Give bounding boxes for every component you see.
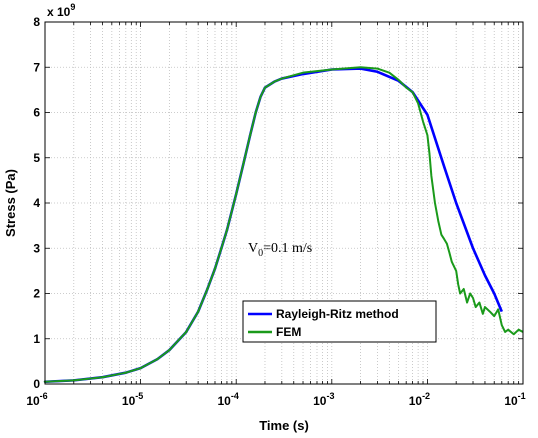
- y-tick-labels: 0 1 2 3 4 5 6 7 8: [33, 15, 40, 391]
- y-exponent-label: x 109: [47, 2, 75, 19]
- x-tick-label: 10-2: [409, 391, 430, 408]
- point-fem: [254, 111, 257, 114]
- x-tick-labels: 10-6 10-5 10-4 10-3 10-2 10-1: [26, 391, 525, 408]
- point-fem: [235, 192, 238, 196]
- y-tick-label: 2: [33, 287, 40, 301]
- legend-label-fem: FEM: [276, 325, 301, 339]
- y-tick-label: 7: [33, 60, 40, 74]
- x-tick-label: 10-4: [218, 391, 239, 408]
- y-tick-label: 0: [33, 377, 40, 391]
- y-tick-label: 5: [33, 151, 40, 165]
- x-tick-label: 10-1: [504, 391, 525, 408]
- point-fem: [101, 376, 104, 379]
- point-fem: [139, 366, 142, 370]
- point-fem: [72, 379, 75, 382]
- y-tick-label: 4: [33, 196, 40, 210]
- legend-label-rayleigh-ritz: Rayleigh-Ritz method: [276, 307, 399, 321]
- series-layer: [43, 66, 524, 384]
- point-fem: [242, 161, 245, 164]
- legend: Rayleigh-Ritz method FEM: [242, 300, 437, 343]
- point-fem: [185, 330, 188, 334]
- point-fem: [168, 348, 171, 352]
- y-tick-label: 8: [33, 15, 40, 29]
- legend-box: [242, 300, 437, 343]
- point-fem: [248, 133, 252, 137]
- velocity-annotation: V0=0.1 m/s: [248, 241, 312, 259]
- point-fem: [225, 228, 229, 232]
- point-fem: [213, 267, 217, 270]
- point-fem: [220, 247, 223, 250]
- point-fem: [196, 310, 200, 313]
- x-tick-label: 10-3: [313, 391, 334, 408]
- point-fem: [124, 371, 127, 374]
- x-tick-label: 10-6: [26, 391, 47, 408]
- x-tick-label: 10-5: [122, 391, 143, 408]
- x-axis-label: Time (s): [259, 418, 309, 433]
- grid: [45, 22, 523, 384]
- point-fem: [156, 357, 159, 361]
- y-axis-label: Stress (Pa): [3, 169, 18, 237]
- y-tick-label: 1: [33, 332, 40, 346]
- y-tick-label: 3: [33, 241, 40, 255]
- y-tick-label: 6: [33, 106, 40, 120]
- point-fem: [206, 287, 209, 291]
- axis-ticks: [44, 21, 523, 385]
